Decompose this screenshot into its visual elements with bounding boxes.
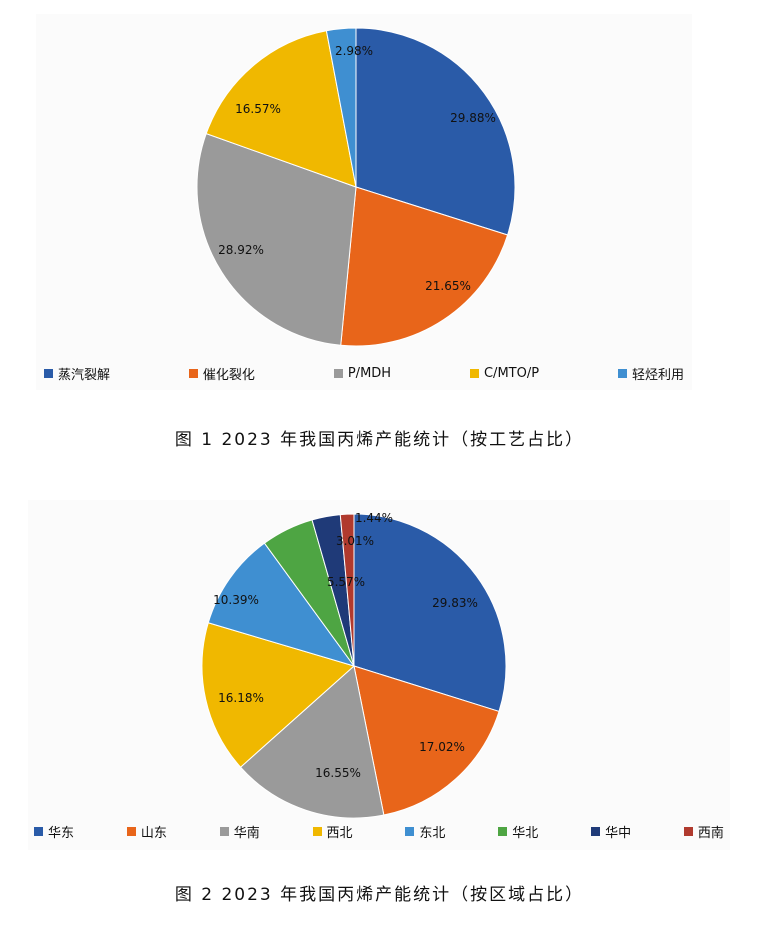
legend-label: 西南 — [697, 826, 724, 841]
pie-slice — [353, 665, 500, 816]
legend-label: 华南 — [233, 826, 260, 841]
figure-1-caption: 图 1 2023 年我国丙烯产能统计（按工艺占比） — [174, 430, 585, 450]
legend-label: P/MDH — [347, 366, 392, 381]
pie-slice — [201, 622, 356, 768]
slice-percent-label: 10.39% — [213, 593, 259, 607]
slice-percent-label: 17.02% — [419, 740, 465, 754]
legend-swatch — [683, 827, 693, 836]
pie-slice — [339, 513, 355, 667]
legend-item: 西南 — [683, 822, 724, 841]
pie-slice — [325, 27, 357, 188]
legend-swatch — [44, 369, 53, 378]
legend-label: C/MTO/P — [483, 366, 540, 381]
pie-slice — [205, 30, 357, 188]
legend-swatch — [34, 827, 43, 836]
slice-percent-label: 3.01% — [336, 534, 374, 548]
slice-percent-label: 28.92% — [218, 243, 264, 257]
legend-swatch — [219, 827, 229, 836]
legend-swatch — [188, 369, 198, 378]
legend-item: 蒸汽裂解 — [44, 364, 110, 383]
process-pie-chart: 29.88% 21.65% 28.92% 16.57% 2.98% — [196, 27, 516, 347]
legend-swatch — [617, 369, 627, 378]
legend-swatch — [591, 827, 601, 836]
process-legend: 蒸汽裂解 催化裂化 P/MDH C/MTO/P 轻烃利用 — [44, 364, 684, 383]
legend-item: 催化裂化 — [188, 364, 255, 383]
pie-slice — [207, 542, 356, 667]
slice-percent-label: 16.57% — [235, 102, 281, 116]
legend-item: 轻烃利用 — [617, 364, 684, 383]
legend-label: 华北 — [512, 826, 539, 841]
slice-percent-label: 1.44% — [355, 511, 393, 525]
pie-slice — [355, 27, 516, 236]
legend-label: 华东 — [48, 826, 75, 841]
legend-label: 西北 — [326, 826, 353, 841]
pie-slice — [340, 186, 509, 347]
figure-2-caption: 图 2 2023 年我国丙烯产能统计（按区域占比） — [174, 885, 585, 905]
legend-swatch — [498, 827, 508, 836]
region-pie-chart: 29.83% 17.02% 16.55% 16.18% 10.39% 5.57% 3.01%… — [201, 511, 507, 818]
slice-percent-label: 2.98% — [335, 44, 373, 58]
region-pie-chart-figure: 29.83% 17.02% 16.55% 16.18% 10.39% 5.57% 3.01%… — [28, 500, 730, 850]
region-legend: 华东 山东 华南 西北 东北 华北 华中 西南 — [34, 822, 724, 841]
legend-item: P/MDH — [333, 366, 392, 381]
legend-item: 华中 — [591, 822, 631, 841]
legend-swatch — [126, 827, 136, 836]
legend-item: C/MTO/P — [469, 366, 540, 381]
slice-percent-label: 5.57% — [327, 575, 365, 589]
legend-label: 山东 — [140, 826, 167, 841]
legend-label: 华中 — [605, 826, 632, 841]
legend-item: 山东 — [126, 822, 167, 841]
legend-item: 华东 — [34, 822, 74, 841]
legend-swatch — [312, 827, 322, 836]
slice-percent-label: 16.18% — [218, 691, 264, 705]
slice-percent-label: 21.65% — [425, 279, 471, 293]
legend-item: 华南 — [219, 822, 260, 841]
legend-label: 催化裂化 — [202, 368, 255, 383]
legend-item: 东北 — [405, 822, 445, 841]
pie-slice — [353, 513, 507, 713]
legend-label: 蒸汽裂解 — [58, 368, 111, 383]
legend-item: 西北 — [312, 822, 353, 841]
legend-item: 华北 — [498, 822, 538, 841]
legend-swatch — [333, 369, 343, 378]
legend-swatch — [405, 827, 415, 836]
slice-percent-label: 16.55% — [315, 766, 361, 780]
slice-percent-label: 29.83% — [432, 596, 478, 610]
pie-slice — [239, 665, 385, 818]
legend-label: 轻烃利用 — [631, 368, 684, 383]
legend-label: 东北 — [419, 826, 446, 841]
process-pie-chart-figure: 29.88% 21.65% 28.92% 16.57% 2.98% 蒸汽裂解 催化裂化 P/… — [36, 14, 692, 390]
slice-percent-label: 29.88% — [450, 111, 496, 125]
legend-swatch — [469, 369, 479, 378]
pie-slice — [196, 132, 357, 346]
